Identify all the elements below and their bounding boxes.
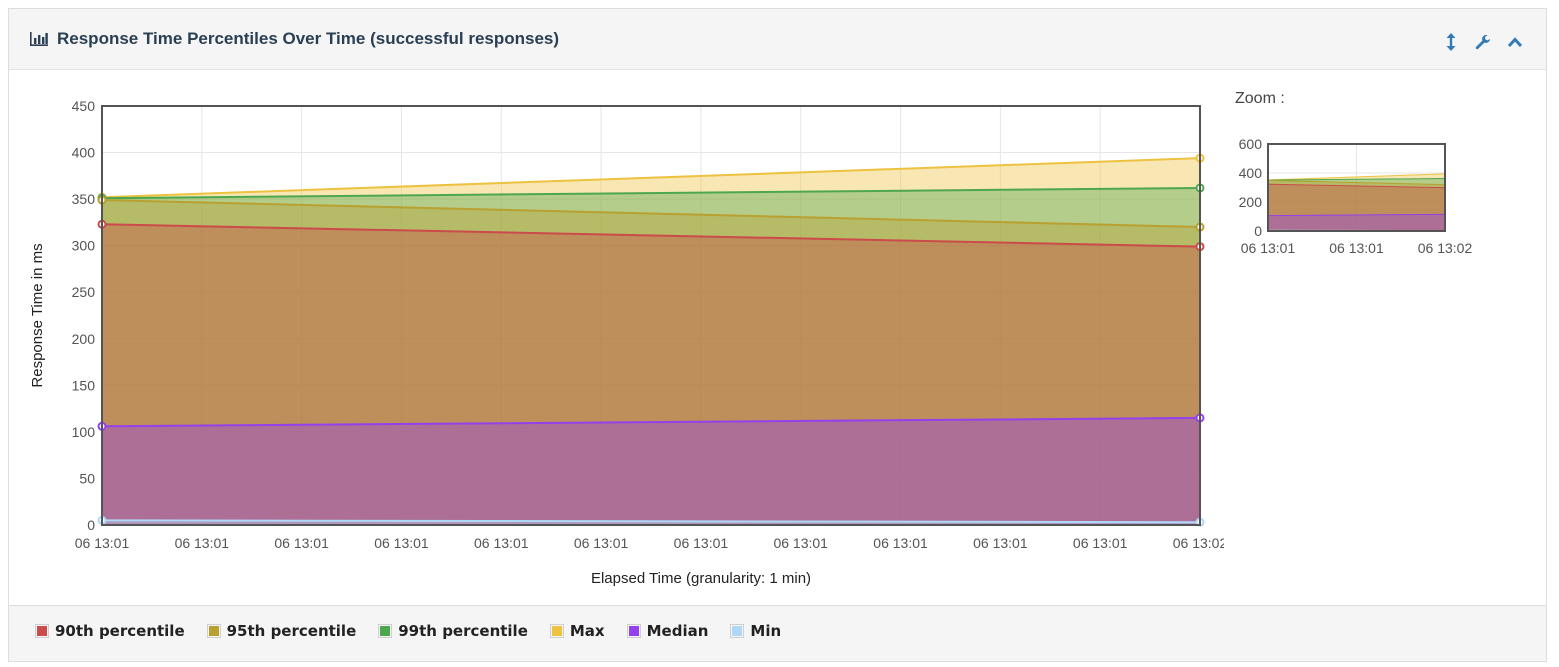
legend: 90th percentile 95th percentile 99th perce…	[35, 622, 781, 640]
legend-swatch	[378, 624, 393, 638]
overview-area-95th-percentile	[1268, 180, 1445, 231]
panel-heading: Response Time Percentiles Over Time (suc…	[9, 9, 1546, 70]
y-tick-label: 250	[72, 284, 96, 300]
legend-label: Median	[646, 622, 709, 640]
x-tick-label: 06 13:01	[574, 535, 629, 551]
x-tick-label: 06 13:01	[374, 535, 429, 551]
overview-x-tick-label: 06 13:01	[1329, 240, 1384, 256]
overview-x-tick-label: 06 13:01	[1241, 240, 1296, 256]
x-tick-label: 06 13:01	[274, 535, 329, 551]
legend-label: 90th percentile	[55, 622, 185, 640]
plot-border	[101, 105, 1201, 526]
line-min	[101, 519, 1201, 524]
legend-swatch	[626, 624, 641, 638]
bar-chart-icon	[29, 31, 49, 47]
area-max	[102, 158, 1200, 525]
x-tick-label: 06 13:01	[873, 535, 928, 551]
y-tick-label: 400	[72, 145, 96, 161]
x-tick-label: 06 13:01	[75, 535, 130, 551]
x-tick-label: 06 13:01	[773, 535, 828, 551]
y-tick-label: 100	[72, 424, 96, 440]
chevron-up-icon[interactable]	[1506, 33, 1524, 51]
legend-label: Min	[750, 622, 782, 640]
overview-x-tick-label: 06 13:02	[1418, 240, 1473, 256]
y-tick-label: 300	[72, 238, 96, 254]
y-tick-label: 350	[72, 191, 96, 207]
legend-item-max[interactable]: Max	[549, 622, 605, 640]
legend-item-90th-percentile[interactable]: 90th percentile	[35, 622, 185, 640]
panel-tools	[1442, 33, 1524, 51]
area-median	[102, 417, 1200, 525]
x-tick-label: 06 13:01	[973, 535, 1028, 551]
y-axis-label: Response Time in ms	[29, 243, 46, 387]
overview-y-tick-label: 0	[1254, 223, 1262, 239]
area-90th-percentile	[102, 224, 1200, 526]
panel-footer: 90th percentile 95th percentile 99th perce…	[9, 605, 1546, 661]
legend-label: Max	[569, 622, 605, 640]
y-tick-label: 50	[79, 470, 95, 486]
x-tick-label: 06 13:02	[1173, 535, 1224, 551]
x-axis-label: Elapsed Time (granularity: 1 min)	[591, 570, 811, 587]
panel-title: Response Time Percentiles Over Time (suc…	[29, 27, 559, 51]
x-tick-label: 06 13:01	[1073, 535, 1128, 551]
legend-swatch	[549, 624, 564, 638]
overview-area-median	[1268, 214, 1445, 231]
overview-line-95th-percentile	[1267, 179, 1446, 186]
line-99th-percentile	[101, 186, 1201, 200]
chart-panel: Response Time Percentiles Over Time (suc…	[8, 8, 1547, 662]
overview-chart[interactable]: 0 200 400 600 06 13:01 06 13:01 06 13:02	[1224, 125, 1524, 325]
overview-line-99th-percentile	[1267, 178, 1446, 181]
legend-label: 99th percentile	[398, 622, 528, 640]
area-95th-percentile	[102, 200, 1200, 525]
y-tick-label: 450	[72, 98, 96, 114]
overview-y-tick-label: 600	[1239, 136, 1263, 152]
line-max	[101, 157, 1201, 199]
area-99th-percentile	[102, 187, 1200, 525]
overview-line-median	[1267, 213, 1446, 217]
line-95th-percentile	[101, 199, 1201, 229]
overview-y-tick-label: 400	[1239, 165, 1263, 181]
y-tick-label: 200	[72, 331, 96, 347]
overview-area-99th-percentile	[1268, 178, 1445, 231]
overview-y-tick-label: 200	[1239, 194, 1263, 210]
legend-item-median[interactable]: Median	[626, 622, 709, 640]
zoom-label: Zoom :	[1235, 90, 1285, 107]
x-tick-label: 06 13:01	[674, 535, 729, 551]
legend-swatch	[730, 624, 745, 638]
legend-swatch	[206, 624, 221, 638]
line-median	[101, 416, 1201, 428]
panel-body: 0 50 100 150 200 250 300 350 400 450 06 13:01 06 13…	[9, 70, 1546, 605]
legend-item-min[interactable]: Min	[730, 622, 781, 640]
legend-swatch	[35, 624, 49, 638]
legend-item-95th-percentile[interactable]: 95th percentile	[206, 622, 357, 640]
overview-line-90th-percentile	[1267, 183, 1446, 189]
legend-label: 95th percentile	[226, 622, 357, 640]
main-chart[interactable]: 0 50 100 150 200 250 300 350 400 450 06 13:01 06 13…	[9, 70, 1224, 605]
panel-title-text: Response Time Percentiles Over Time (suc…	[57, 29, 560, 48]
wrench-icon[interactable]	[1474, 33, 1492, 51]
overview-line-max	[1267, 173, 1446, 181]
y-tick-label: 0	[87, 517, 95, 533]
resize-vertical-icon[interactable]	[1442, 33, 1460, 51]
y-tick-label: 150	[72, 377, 96, 393]
x-tick-label: 06 13:01	[175, 535, 230, 551]
overview-area-90th-percentile	[1268, 184, 1445, 231]
x-tick-label: 06 13:01	[474, 535, 529, 551]
overview-border	[1267, 143, 1446, 232]
legend-item-99th-percentile[interactable]: 99th percentile	[378, 622, 528, 640]
line-90th-percentile	[101, 223, 1201, 248]
overview-area-max	[1268, 173, 1445, 231]
